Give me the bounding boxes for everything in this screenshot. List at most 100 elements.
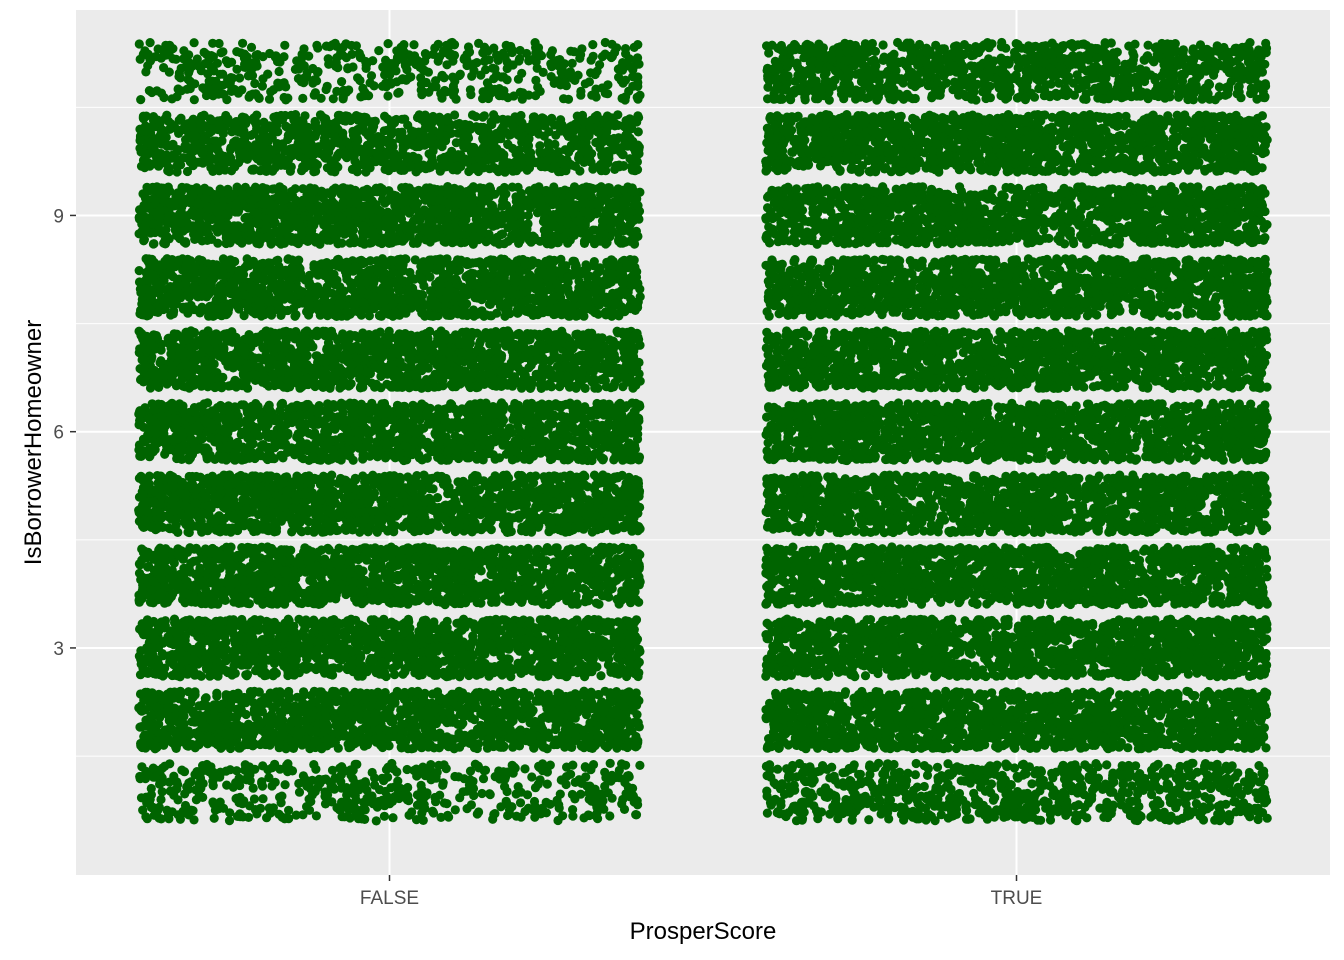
data-point: [381, 765, 392, 775]
data-point: [326, 665, 336, 675]
data-point: [626, 581, 636, 591]
data-point: [237, 563, 248, 573]
data-point: [613, 653, 623, 663]
data-point: [442, 799, 452, 809]
data-point: [351, 545, 361, 555]
data-point: [321, 712, 331, 722]
data-point: [502, 799, 512, 809]
data-point: [530, 716, 540, 727]
data-point: [335, 619, 345, 630]
data-point: [600, 651, 611, 662]
data-point: [545, 546, 555, 557]
data-point: [216, 623, 226, 633]
data-point: [369, 717, 379, 727]
data-point: [246, 617, 257, 627]
data-point: [549, 632, 559, 642]
data-point: [498, 767, 508, 777]
data-point: [388, 813, 398, 823]
data-point: [263, 765, 273, 775]
data-point: [402, 709, 412, 719]
data-point: [258, 794, 268, 804]
data-point: [262, 712, 272, 722]
data-point: [353, 814, 364, 824]
data-point: [328, 783, 338, 793]
data-point: [379, 619, 389, 629]
data-point: [289, 592, 299, 602]
data-point: [147, 585, 157, 595]
data-point: [438, 714, 448, 725]
data-point: [173, 795, 183, 805]
data-point: [543, 653, 553, 664]
data-point: [390, 782, 400, 792]
data-point: [256, 704, 266, 715]
data-point: [482, 743, 493, 753]
data-point: [244, 599, 254, 609]
data-point: [234, 798, 244, 808]
data-point: [270, 777, 280, 787]
data-point: [407, 687, 417, 697]
data-point: [589, 554, 599, 564]
data-point: [454, 728, 464, 738]
data-point: [411, 722, 421, 732]
data-point: [504, 733, 514, 743]
data-point: [156, 794, 166, 805]
data-point: [463, 572, 473, 582]
data-point: [477, 667, 487, 677]
data-point: [522, 702, 532, 712]
data-point: [271, 567, 281, 577]
data-point: [308, 577, 318, 588]
data-point: [384, 741, 394, 751]
data-point: [169, 660, 179, 670]
data-point: [320, 724, 330, 735]
data-point: [353, 630, 363, 640]
data-point: [234, 708, 244, 719]
data-point: [312, 561, 322, 571]
data-point: [175, 814, 185, 824]
data-point: [331, 585, 341, 595]
data-point: [370, 734, 380, 744]
data-point: [398, 645, 409, 655]
data-point: [333, 568, 343, 578]
point-band-1: [135, 758, 645, 826]
data-point: [294, 614, 304, 624]
data-point: [436, 642, 446, 652]
data-point: [511, 557, 521, 567]
data-point: [395, 724, 405, 734]
data-point: [146, 783, 156, 794]
data-point: [629, 552, 639, 562]
data-point: [461, 650, 471, 661]
data-point: [486, 629, 496, 639]
data-point: [284, 805, 294, 815]
data-point: [361, 779, 371, 789]
data-point: [486, 591, 496, 602]
data-point: [440, 670, 450, 681]
data-point: [462, 804, 472, 814]
data-point: [165, 723, 176, 733]
data-point: [510, 699, 521, 709]
data-point: [501, 559, 511, 569]
data-point: [293, 718, 303, 728]
data-point: [327, 765, 338, 775]
data-point: [140, 730, 150, 740]
data-point: [411, 764, 421, 774]
data-point: [354, 690, 364, 701]
data-point: [226, 738, 236, 748]
data-point: [238, 656, 249, 666]
data-point: [349, 781, 359, 791]
data-point: [588, 760, 599, 770]
data-point: [575, 690, 586, 700]
data-point: [220, 595, 230, 606]
data-point: [257, 781, 268, 791]
data-point: [241, 694, 252, 704]
data-point: [561, 779, 571, 790]
data-point: [320, 799, 331, 809]
data-point: [270, 701, 281, 711]
data-point: [206, 597, 216, 607]
data-point: [177, 765, 187, 775]
data-point: [424, 543, 434, 553]
data-point: [228, 689, 238, 700]
data-point: [443, 810, 453, 821]
data-point: [585, 718, 595, 728]
data-point: [318, 666, 329, 676]
data-point: [160, 761, 170, 771]
